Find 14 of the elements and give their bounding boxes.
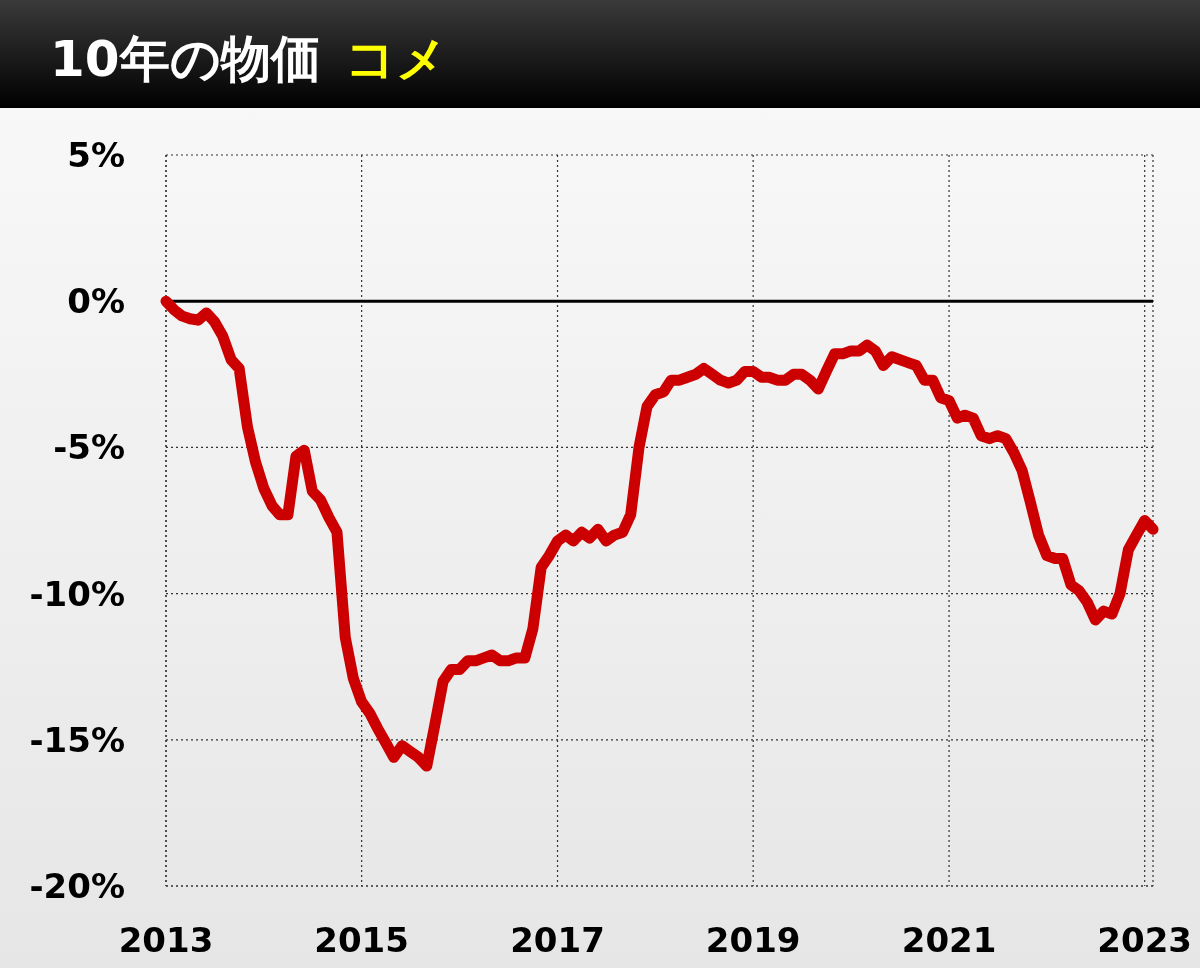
y-tick-label: -5% bbox=[53, 427, 125, 468]
chart-subtitle: コメ bbox=[344, 30, 447, 88]
y-tick-label: 0% bbox=[67, 281, 125, 322]
x-tick-label: 2023 bbox=[1097, 920, 1193, 960]
x-tick-label: 2013 bbox=[118, 920, 214, 960]
x-tick-label: 2021 bbox=[901, 920, 997, 960]
x-tick-label: 2019 bbox=[705, 920, 801, 960]
y-tick-label: -20% bbox=[29, 865, 125, 906]
x-tick-label: 2017 bbox=[510, 920, 605, 960]
x-tick-label: 2015 bbox=[314, 920, 409, 960]
y-tick-label: -15% bbox=[29, 719, 125, 760]
y-tick-label: 5% bbox=[67, 134, 125, 175]
chart-title: 10年の物価 bbox=[50, 30, 321, 88]
y-tick-label: -10% bbox=[29, 573, 125, 614]
